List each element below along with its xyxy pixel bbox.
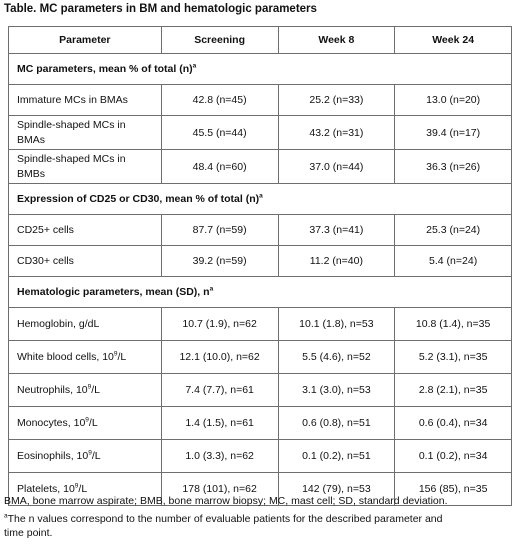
row-value: 87.7 (n=59) <box>160 214 279 246</box>
row-value: 5.5 (4.6), n=52 <box>277 340 396 374</box>
row-value: 10.8 (1.4), n=35 <box>394 307 512 341</box>
section-label: Expression of CD25 or CD30, mean % of to… <box>8 183 512 215</box>
row-parameter: Hemoglobin, g/dL <box>8 307 162 341</box>
table-row: CD25+ cells 87.7 (n=59) 37.3 (n=41) 25.3… <box>8 214 512 246</box>
row-value: 0.1 (0.2), n=51 <box>277 439 396 473</box>
row-value: 1.0 (3.3), n=62 <box>160 439 279 473</box>
row-value: 13.0 (n=20) <box>394 84 512 116</box>
row-parameter: CD25+ cells <box>8 214 162 246</box>
row-value: 2.8 (2.1), n=35 <box>394 373 512 407</box>
row-value: 25.2 (n=33) <box>277 84 396 116</box>
header-parameter: Parameter <box>8 26 162 54</box>
table-row: Neutrophils, 109/L 7.4 (7.7), n=61 3.1 (… <box>8 373 512 407</box>
row-parameter: White blood cells, 109/L <box>8 340 162 374</box>
section-row: Expression of CD25 or CD30, mean % of to… <box>8 183 512 215</box>
section-label: Hematologic parameters, mean (SD), na <box>8 276 512 308</box>
row-value: 3.1 (3.0), n=53 <box>277 373 396 407</box>
table-row: CD30+ cells 39.2 (n=59) 11.2 (n=40) 5.4 … <box>8 245 512 277</box>
row-value: 156 (85), n=35 <box>394 472 512 506</box>
row-value: 0.6 (0.4), n=34 <box>394 406 512 440</box>
row-parameter: CD30+ cells <box>8 245 162 277</box>
row-value: 39.2 (n=59) <box>160 245 279 277</box>
row-parameter: Immature MCs in BMAs <box>8 84 162 116</box>
row-value: 25.3 (n=24) <box>394 214 512 246</box>
table-row: Spindle-shaped MCs in BMAs 45.5 (n=44) 43… <box>8 115 512 150</box>
row-value: 5.4 (n=24) <box>394 245 512 277</box>
table-row: White blood cells, 109/L 12.1 (10.0), n=… <box>8 340 512 374</box>
row-parameter: Eosinophils, 109/L <box>8 439 162 473</box>
row-value: 36.3 (n=26) <box>394 149 512 184</box>
table-row: Monocytes, 109/L 1.4 (1.5), n=61 0.6 (0.… <box>8 406 512 440</box>
header-week-8: Week 8 <box>277 26 396 54</box>
section-row: MC parameters, mean % of total (n)a <box>8 53 512 85</box>
header-row: Parameter Screening Week 8 Week 24 <box>8 26 512 54</box>
row-value: 7.4 (7.7), n=61 <box>160 373 279 407</box>
row-value: 37.0 (n=44) <box>277 149 396 184</box>
row-value: 10.7 (1.9), n=62 <box>160 307 279 341</box>
row-value: 43.2 (n=31) <box>277 115 396 150</box>
parameters-table: Parameter Screening Week 8 Week 24 MC pa… <box>8 26 512 506</box>
row-value: 42.8 (n=45) <box>160 84 279 116</box>
table-row: Eosinophils, 109/L 1.0 (3.3), n=62 0.1 (… <box>8 439 512 473</box>
table-row: Immature MCs in BMAs 42.8 (n=45) 25.2 (n… <box>8 84 512 116</box>
row-value: 1.4 (1.5), n=61 <box>160 406 279 440</box>
row-value: 12.1 (10.0), n=62 <box>160 340 279 374</box>
row-value: 11.2 (n=40) <box>277 245 396 277</box>
row-value: 0.6 (0.8), n=51 <box>277 406 396 440</box>
row-value: 45.5 (n=44) <box>160 115 279 150</box>
footnote-a: aThe n values correspond to the number o… <box>4 512 443 539</box>
row-value: 178 (101), n=62 <box>160 472 279 506</box>
row-parameter: Platelets, 109/L <box>8 472 162 506</box>
row-value: 48.4 (n=60) <box>160 149 279 184</box>
footnote-abbreviations: BMA, bone marrow aspirate; BMB, bone mar… <box>4 495 448 507</box>
section-label: MC parameters, mean % of total (n)a <box>8 53 512 85</box>
row-value: 37.3 (n=41) <box>277 214 396 246</box>
header-screening: Screening <box>160 26 279 54</box>
row-parameter: Neutrophils, 109/L <box>8 373 162 407</box>
row-value: 5.2 (3.1), n=35 <box>394 340 512 374</box>
header-week-24: Week 24 <box>394 26 512 54</box>
row-parameter: Monocytes, 109/L <box>8 406 162 440</box>
table-title: Table. MC parameters in BM and hematolog… <box>4 3 317 15</box>
table-row: Spindle-shaped MCs in BMBs 48.4 (n=60) 37… <box>8 149 512 184</box>
row-value: 0.1 (0.2), n=34 <box>394 439 512 473</box>
table-row: Platelets, 109/L 178 (101), n=62 142 (79… <box>8 472 512 506</box>
section-row: Hematologic parameters, mean (SD), na <box>8 276 512 308</box>
row-parameter: Spindle-shaped MCs in BMAs <box>8 115 162 150</box>
row-value: 10.1 (1.8), n=53 <box>277 307 396 341</box>
table-row: Hemoglobin, g/dL 10.7 (1.9), n=62 10.1 (… <box>8 307 512 341</box>
row-parameter: Spindle-shaped MCs in BMBs <box>8 149 162 184</box>
row-value: 39.4 (n=17) <box>394 115 512 150</box>
row-value: 142 (79), n=53 <box>277 472 396 506</box>
